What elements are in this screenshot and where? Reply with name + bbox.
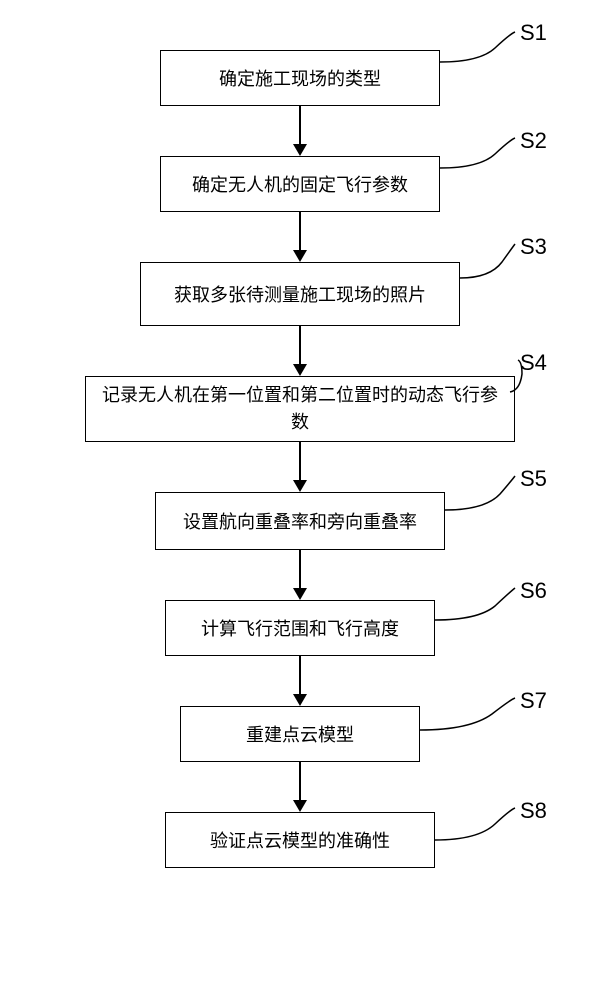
step-s5: 设置航向重叠率和旁向重叠率 xyxy=(50,492,550,600)
box-s2: 确定无人机的固定飞行参数 xyxy=(160,156,440,212)
arrow-s6-s7 xyxy=(293,656,307,706)
box-text-s2: 确定无人机的固定飞行参数 xyxy=(192,171,408,197)
box-s7: 重建点云模型 xyxy=(180,706,420,762)
box-s3: 获取多张待测量施工现场的照片 xyxy=(140,262,460,326)
arrow-s5-s6 xyxy=(293,550,307,600)
box-text-s8: 验证点云模型的准确性 xyxy=(210,827,390,853)
arrow-s3-s4 xyxy=(293,326,307,376)
step-s8: 验证点云模型的准确性 xyxy=(50,812,550,868)
box-text-s6: 计算飞行范围和飞行高度 xyxy=(201,615,399,641)
step-s2: 确定无人机的固定飞行参数 xyxy=(50,156,550,262)
arrow-s1-s2 xyxy=(293,106,307,156)
box-text-s4: 记录无人机在第一位置和第二位置时的动态飞行参数 xyxy=(98,382,502,436)
step-s6: 计算飞行范围和飞行高度 xyxy=(50,600,550,706)
arrow-s2-s3 xyxy=(293,212,307,262)
arrow-s7-s8 xyxy=(293,762,307,812)
box-s8: 验证点云模型的准确性 xyxy=(165,812,435,868)
box-text-s1: 确定施工现场的类型 xyxy=(219,65,381,91)
box-text-s3: 获取多张待测量施工现场的照片 xyxy=(174,281,426,307)
box-s1: 确定施工现场的类型 xyxy=(160,50,440,106)
box-s4: 记录无人机在第一位置和第二位置时的动态飞行参数 xyxy=(85,376,515,442)
step-s4: 记录无人机在第一位置和第二位置时的动态飞行参数 xyxy=(50,376,550,492)
box-text-s7: 重建点云模型 xyxy=(246,721,354,747)
label-s5: S5 xyxy=(520,466,547,492)
label-s7: S7 xyxy=(520,688,547,714)
label-s1: S1 xyxy=(520,20,547,46)
label-s6: S6 xyxy=(520,578,547,604)
label-s8: S8 xyxy=(520,798,547,824)
box-text-s5: 设置航向重叠率和旁向重叠率 xyxy=(183,508,417,534)
label-s4: S4 xyxy=(520,350,547,376)
step-s3: 获取多张待测量施工现场的照片 xyxy=(50,262,550,376)
label-s3: S3 xyxy=(520,234,547,260)
step-s1: 确定施工现场的类型 xyxy=(50,50,550,156)
label-s2: S2 xyxy=(520,128,547,154)
arrow-s4-s5 xyxy=(293,442,307,492)
flowchart: 确定施工现场的类型 确定无人机的固定飞行参数 获取多张待测量施工现场的照片 记录… xyxy=(50,50,550,868)
step-s7: 重建点云模型 xyxy=(50,706,550,812)
box-s5: 设置航向重叠率和旁向重叠率 xyxy=(155,492,445,550)
box-s6: 计算飞行范围和飞行高度 xyxy=(165,600,435,656)
